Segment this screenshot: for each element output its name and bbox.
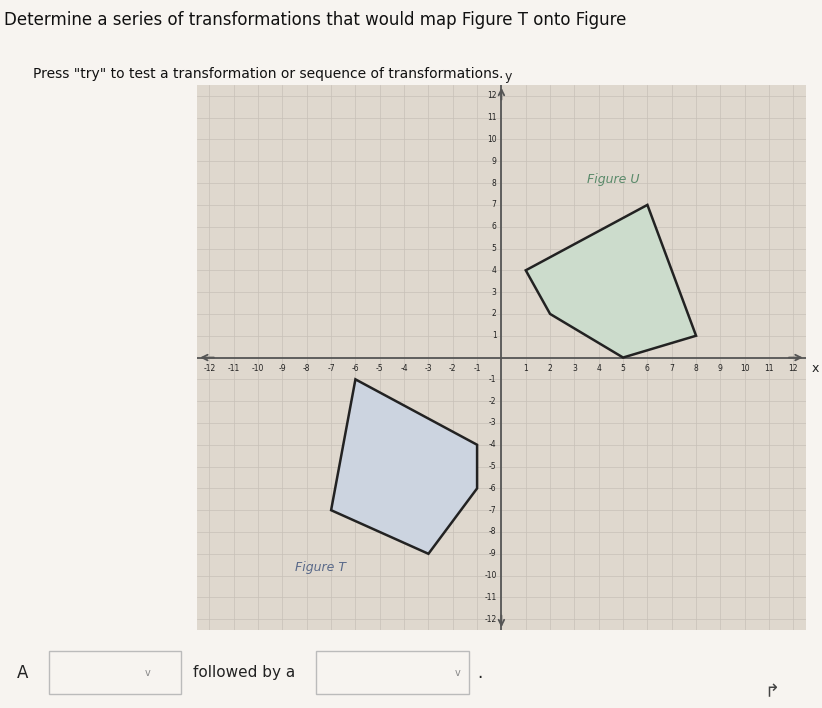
Text: x: x bbox=[811, 362, 819, 375]
Text: -6: -6 bbox=[489, 484, 496, 493]
Text: 9: 9 bbox=[718, 364, 723, 373]
Text: -6: -6 bbox=[352, 364, 359, 373]
Text: -8: -8 bbox=[489, 527, 496, 537]
Text: 3: 3 bbox=[492, 287, 496, 297]
Text: -9: -9 bbox=[279, 364, 286, 373]
Text: -2: -2 bbox=[489, 396, 496, 406]
Text: -2: -2 bbox=[449, 364, 456, 373]
Text: 6: 6 bbox=[492, 222, 496, 232]
FancyBboxPatch shape bbox=[316, 651, 469, 694]
Text: -12: -12 bbox=[203, 364, 215, 373]
Text: 4: 4 bbox=[596, 364, 601, 373]
Text: -3: -3 bbox=[425, 364, 432, 373]
Text: Figure U: Figure U bbox=[587, 173, 639, 186]
Text: y: y bbox=[505, 69, 512, 83]
Text: 5: 5 bbox=[492, 244, 496, 253]
Text: -8: -8 bbox=[303, 364, 311, 373]
Text: -5: -5 bbox=[489, 462, 496, 471]
Text: 12: 12 bbox=[788, 364, 798, 373]
Text: 2: 2 bbox=[547, 364, 552, 373]
Text: 11: 11 bbox=[764, 364, 774, 373]
Text: 4: 4 bbox=[492, 266, 496, 275]
Text: -5: -5 bbox=[376, 364, 384, 373]
Text: -7: -7 bbox=[489, 506, 496, 515]
Text: 10: 10 bbox=[740, 364, 750, 373]
Text: v: v bbox=[145, 668, 150, 678]
Text: A: A bbox=[16, 663, 28, 682]
Polygon shape bbox=[331, 379, 477, 554]
Text: 7: 7 bbox=[669, 364, 674, 373]
FancyBboxPatch shape bbox=[49, 651, 181, 694]
Text: 11: 11 bbox=[487, 113, 496, 122]
Text: 1: 1 bbox=[524, 364, 528, 373]
Text: -7: -7 bbox=[327, 364, 335, 373]
Text: Determine a series of transformations that would map Figure T onto Figure: Determine a series of transformations th… bbox=[4, 11, 626, 28]
Text: 8: 8 bbox=[492, 178, 496, 188]
Text: -12: -12 bbox=[484, 615, 496, 624]
Text: 12: 12 bbox=[487, 91, 496, 101]
Polygon shape bbox=[526, 205, 696, 358]
Text: 6: 6 bbox=[645, 364, 650, 373]
Text: Press "try" to test a transformation or sequence of transformations.: Press "try" to test a transformation or … bbox=[33, 67, 503, 81]
Text: 5: 5 bbox=[621, 364, 626, 373]
Text: v: v bbox=[455, 668, 460, 678]
Text: -4: -4 bbox=[489, 440, 496, 450]
Text: ↱: ↱ bbox=[764, 683, 779, 701]
Text: -1: -1 bbox=[489, 375, 496, 384]
Text: -1: -1 bbox=[473, 364, 481, 373]
Text: 9: 9 bbox=[492, 156, 496, 166]
Text: -3: -3 bbox=[489, 418, 496, 428]
Text: 7: 7 bbox=[492, 200, 496, 210]
Text: 8: 8 bbox=[694, 364, 699, 373]
Text: -11: -11 bbox=[228, 364, 240, 373]
Text: followed by a: followed by a bbox=[193, 665, 295, 680]
Text: Figure T: Figure T bbox=[294, 561, 345, 574]
Text: -11: -11 bbox=[484, 593, 496, 602]
Text: -9: -9 bbox=[489, 549, 496, 559]
Text: .: . bbox=[477, 663, 482, 682]
Text: 3: 3 bbox=[572, 364, 577, 373]
Text: 10: 10 bbox=[487, 135, 496, 144]
Text: 2: 2 bbox=[492, 309, 496, 319]
Text: -10: -10 bbox=[484, 571, 496, 580]
Text: -10: -10 bbox=[252, 364, 265, 373]
Text: -4: -4 bbox=[400, 364, 408, 373]
Text: 1: 1 bbox=[492, 331, 496, 341]
